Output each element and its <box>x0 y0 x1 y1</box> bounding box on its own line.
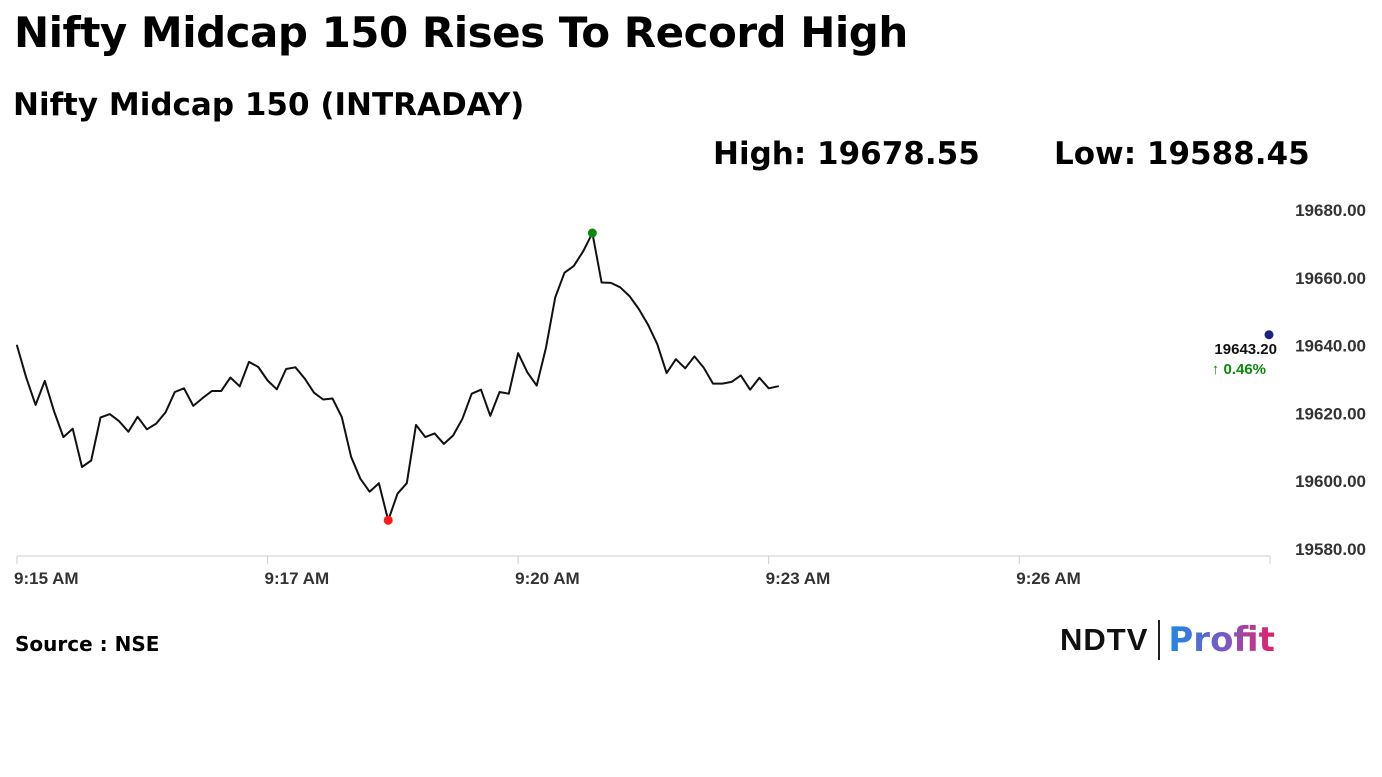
chart-title: Nifty Midcap 150 (INTRADAY) <box>13 87 525 123</box>
logo-ndtv-text: NDTV <box>1060 622 1149 657</box>
logo-profit-text: Profit <box>1168 620 1275 660</box>
last-point-marker <box>1264 330 1274 340</box>
y-tick-label: 19580.00 <box>1295 540 1366 559</box>
ndtv-profit-logo: NDTV Profit <box>1060 618 1275 662</box>
last-value-label: 19643.20 <box>1214 341 1277 358</box>
x-tick-label: 9:26 AM <box>1016 569 1081 588</box>
x-axis-ticks: 9:15 AM 9:17 AM 9:20 AM 9:23 AM 9:26 AM <box>14 556 1271 588</box>
y-tick-label: 19680.00 <box>1295 201 1366 220</box>
change-label: ↑ 0.46% <box>1212 361 1266 378</box>
low-point-marker <box>383 515 393 525</box>
x-tick-label: 9:20 AM <box>515 569 580 588</box>
y-tick-label: 19640.00 <box>1295 337 1366 356</box>
y-tick-label: 19620.00 <box>1295 404 1366 423</box>
y-tick-label: 19660.00 <box>1295 269 1366 288</box>
intraday-line-chart: 19680.00 19660.00 19640.00 19620.00 19600.00… <box>14 201 1366 588</box>
chart-markers <box>383 228 1274 525</box>
price-series-line <box>16 232 779 522</box>
high-label: High: 19678.55 <box>713 136 980 172</box>
headline: Nifty Midcap 150 Rises To Record High <box>14 8 908 57</box>
high-point-marker <box>587 228 597 238</box>
y-axis-ticks: 19680.00 19660.00 19640.00 19620.00 19600.00… <box>1295 201 1366 559</box>
y-tick-label: 19600.00 <box>1295 472 1366 491</box>
source-note: Source : NSE <box>15 632 160 656</box>
low-label: Low: 19588.45 <box>1054 136 1310 172</box>
x-tick-label: 9:17 AM <box>265 569 330 588</box>
logo-divider <box>1158 620 1161 660</box>
x-tick-label: 9:23 AM <box>766 569 831 588</box>
x-tick-label: 9:15 AM <box>14 569 79 588</box>
